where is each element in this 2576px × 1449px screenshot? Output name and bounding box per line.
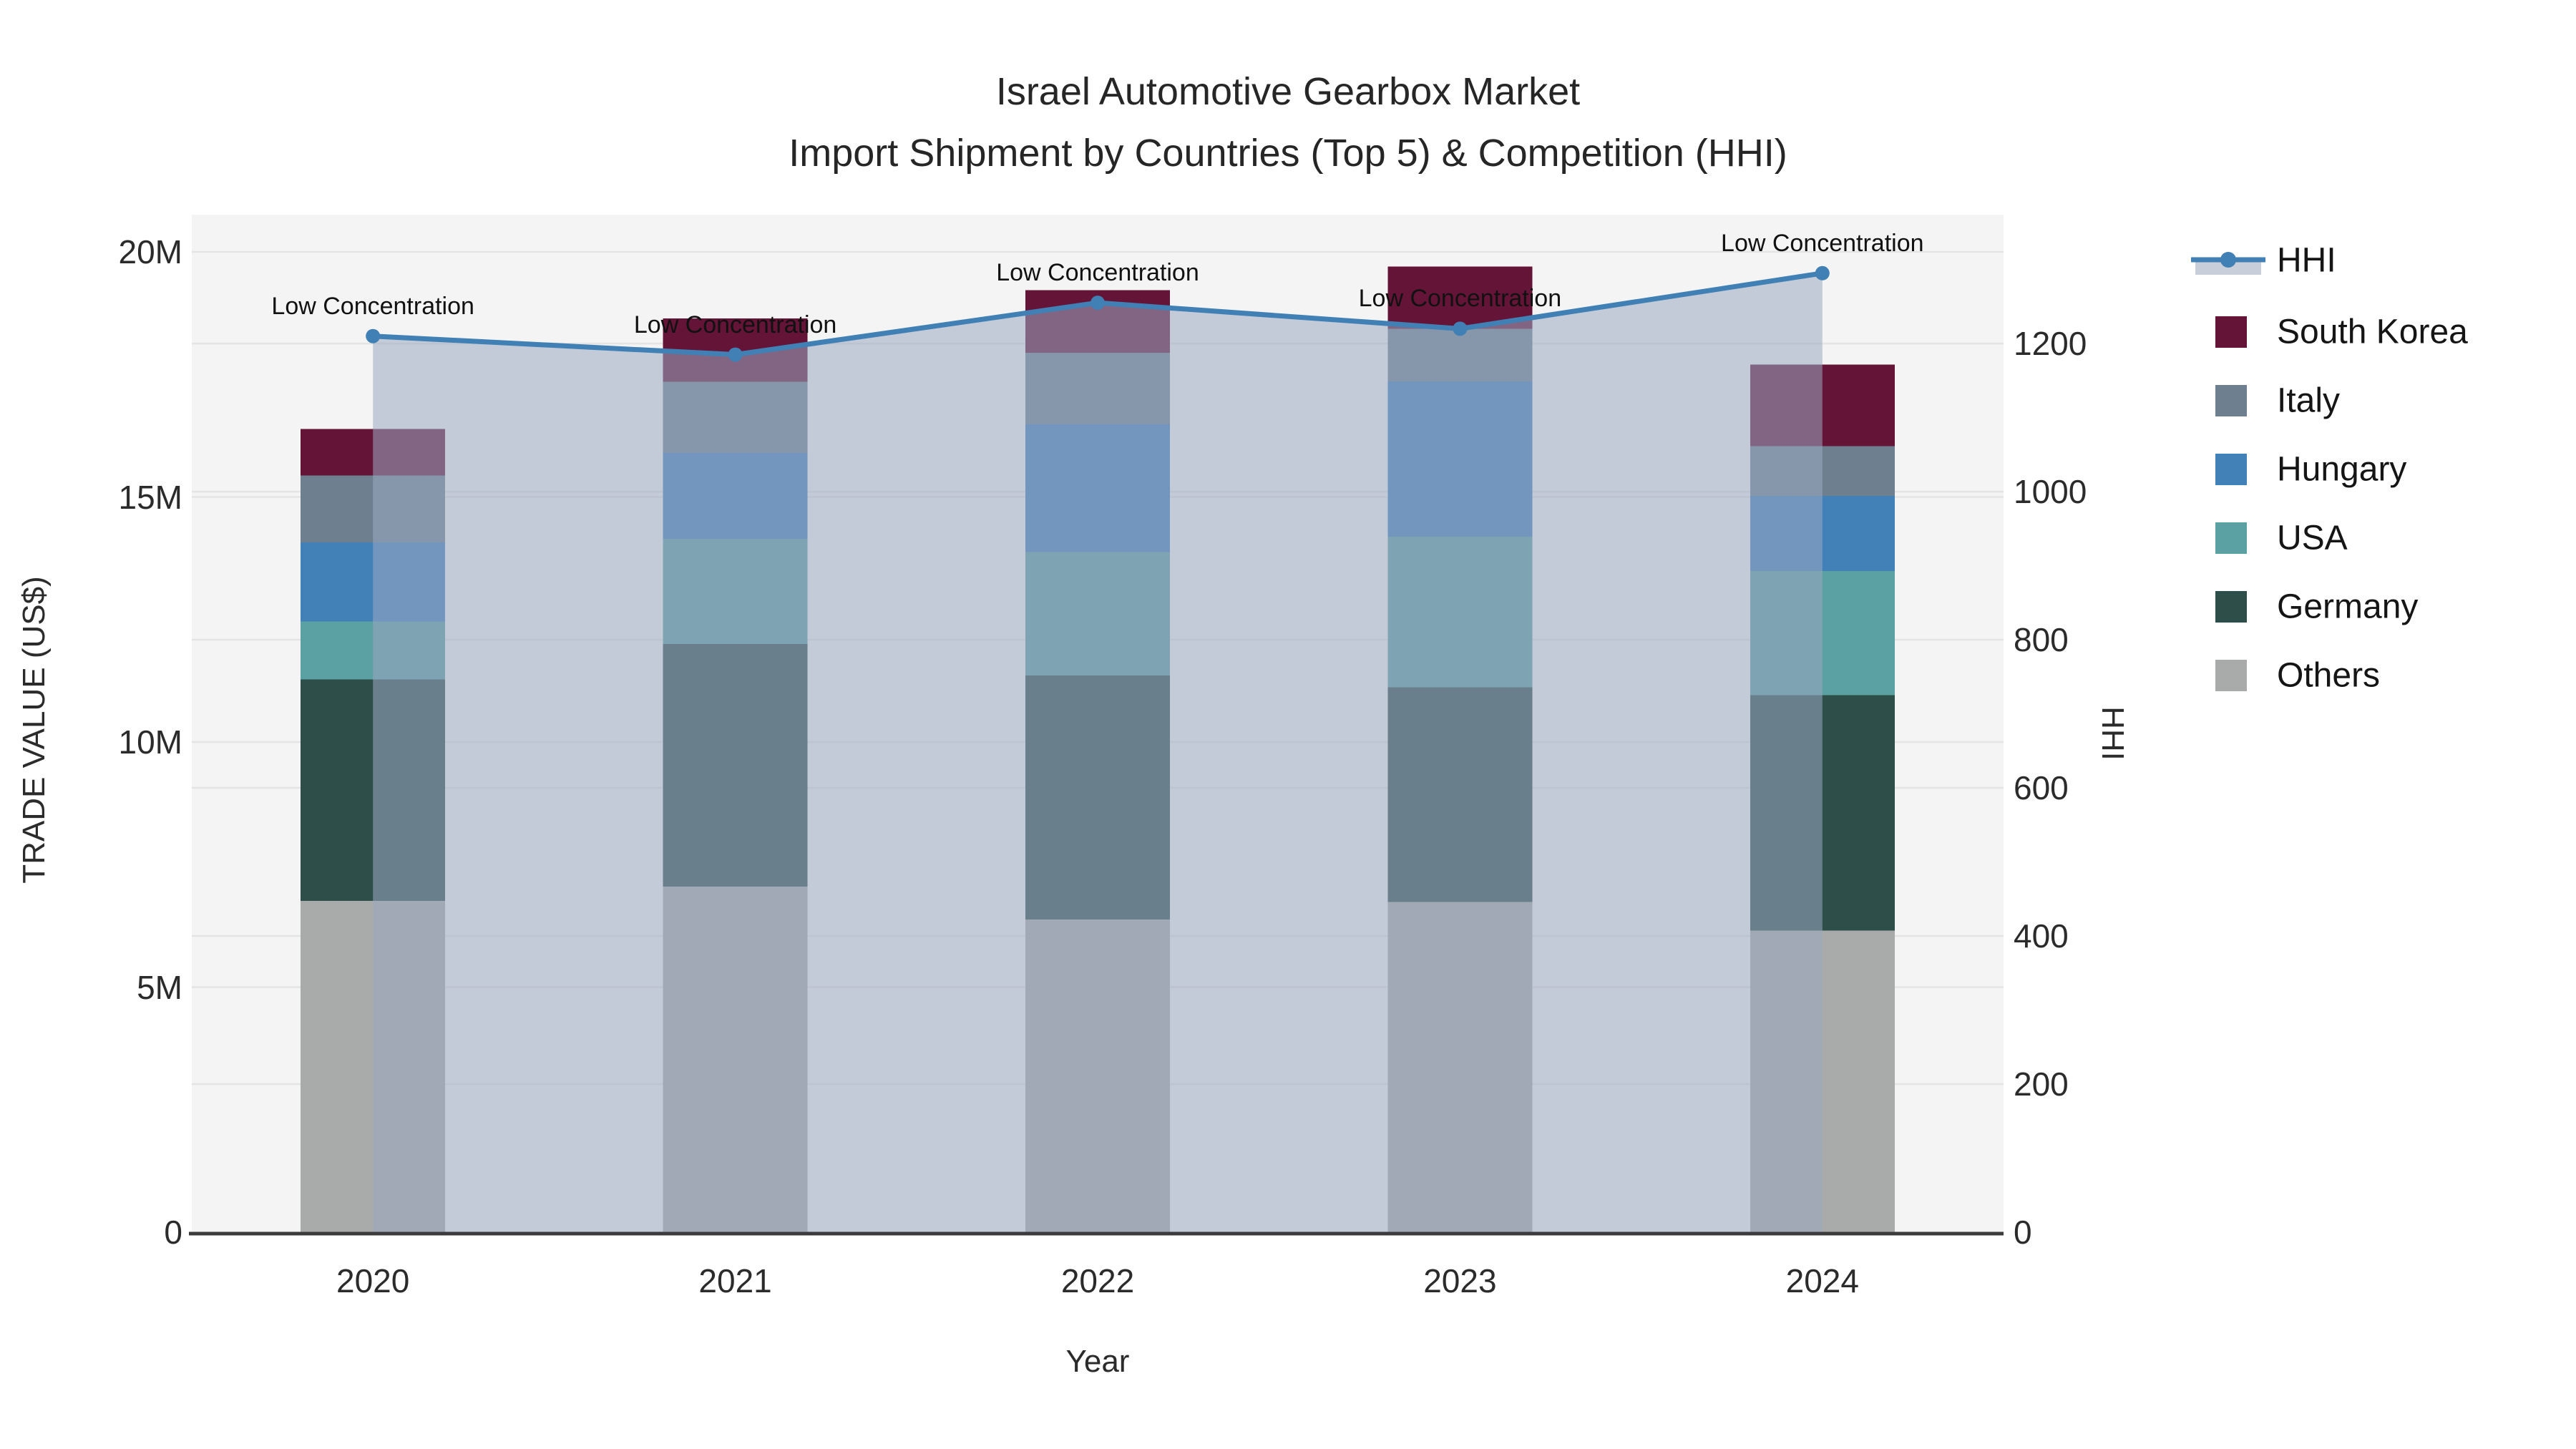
legend-label-others[interactable]: Others	[2277, 656, 2381, 695]
legend-swatch-germany[interactable]	[2215, 591, 2247, 623]
hhi-marker-2021[interactable]	[728, 347, 743, 362]
hhi-marker-2020[interactable]	[366, 328, 381, 343]
y-right-tick-0: 0	[2014, 1214, 2032, 1251]
chart-title-line1: Israel Automotive Gearbox Market	[995, 70, 1581, 113]
legend-swatch-south-korea[interactable]	[2215, 316, 2247, 348]
x-tick-2022: 2022	[1060, 1262, 1135, 1299]
legend-label-germany[interactable]: Germany	[2277, 587, 2419, 626]
y-left-tick-5M: 5M	[137, 968, 182, 1006]
legend-label-hungary[interactable]: Hungary	[2277, 450, 2407, 489]
y-right-tick-200: 200	[2014, 1065, 2069, 1103]
annotation-low-concentration-2023: Low Concentration	[1358, 285, 1562, 313]
legend-label-italy[interactable]: Italy	[2277, 381, 2341, 420]
y-axis-title-right: HHI	[2095, 706, 2130, 761]
hhi-marker-2022[interactable]	[1091, 296, 1105, 311]
legend-swatch-usa[interactable]	[2215, 522, 2247, 554]
legend-swatch-others[interactable]	[2215, 660, 2247, 691]
annotation-low-concentration-2021: Low Concentration	[633, 311, 837, 338]
chart-title-line2: Import Shipment by Countries (Top 5) & C…	[789, 132, 1787, 175]
legend-label-south-korea[interactable]: South Korea	[2277, 313, 2468, 351]
y-left-tick-0: 0	[164, 1214, 182, 1251]
hhi-area	[373, 273, 1823, 1233]
hhi-marker-2024[interactable]	[1815, 265, 1830, 280]
x-tick-2021: 2021	[698, 1262, 772, 1299]
y-right-tick-400: 400	[2014, 917, 2069, 955]
x-tick-2020: 2020	[336, 1262, 410, 1299]
x-axis-title: Year	[1065, 1344, 1130, 1379]
bar-segment-south-korea-2023[interactable]	[1387, 266, 1533, 329]
annotation-low-concentration-2022: Low Concentration	[996, 259, 1199, 287]
annotation-low-concentration-2020: Low Concentration	[271, 292, 474, 320]
y-right-tick-600: 600	[2014, 769, 2069, 807]
legend-swatch-italy[interactable]	[2215, 385, 2247, 416]
legend-label-hhi[interactable]: HHI	[2277, 241, 2336, 280]
y-right-tick-1200: 1200	[2014, 325, 2087, 363]
y-right-tick-1000: 1000	[2014, 473, 2087, 511]
legend-swatch-hungary[interactable]	[2215, 454, 2247, 485]
x-tick-2024: 2024	[1785, 1262, 1859, 1299]
hhi-marker-2023[interactable]	[1453, 321, 1468, 336]
y-left-tick-15M: 15M	[118, 478, 182, 516]
y-right-tick-800: 800	[2014, 621, 2069, 659]
annotation-low-concentration-2024: Low Concentration	[1721, 229, 1924, 257]
y-left-tick-10M: 10M	[118, 723, 182, 761]
x-tick-2023: 2023	[1423, 1262, 1497, 1299]
legend-symbol-hhi[interactable]	[2191, 248, 2265, 276]
legend-label-usa[interactable]: USA	[2277, 519, 2348, 557]
y-left-tick-20M: 20M	[118, 233, 182, 271]
